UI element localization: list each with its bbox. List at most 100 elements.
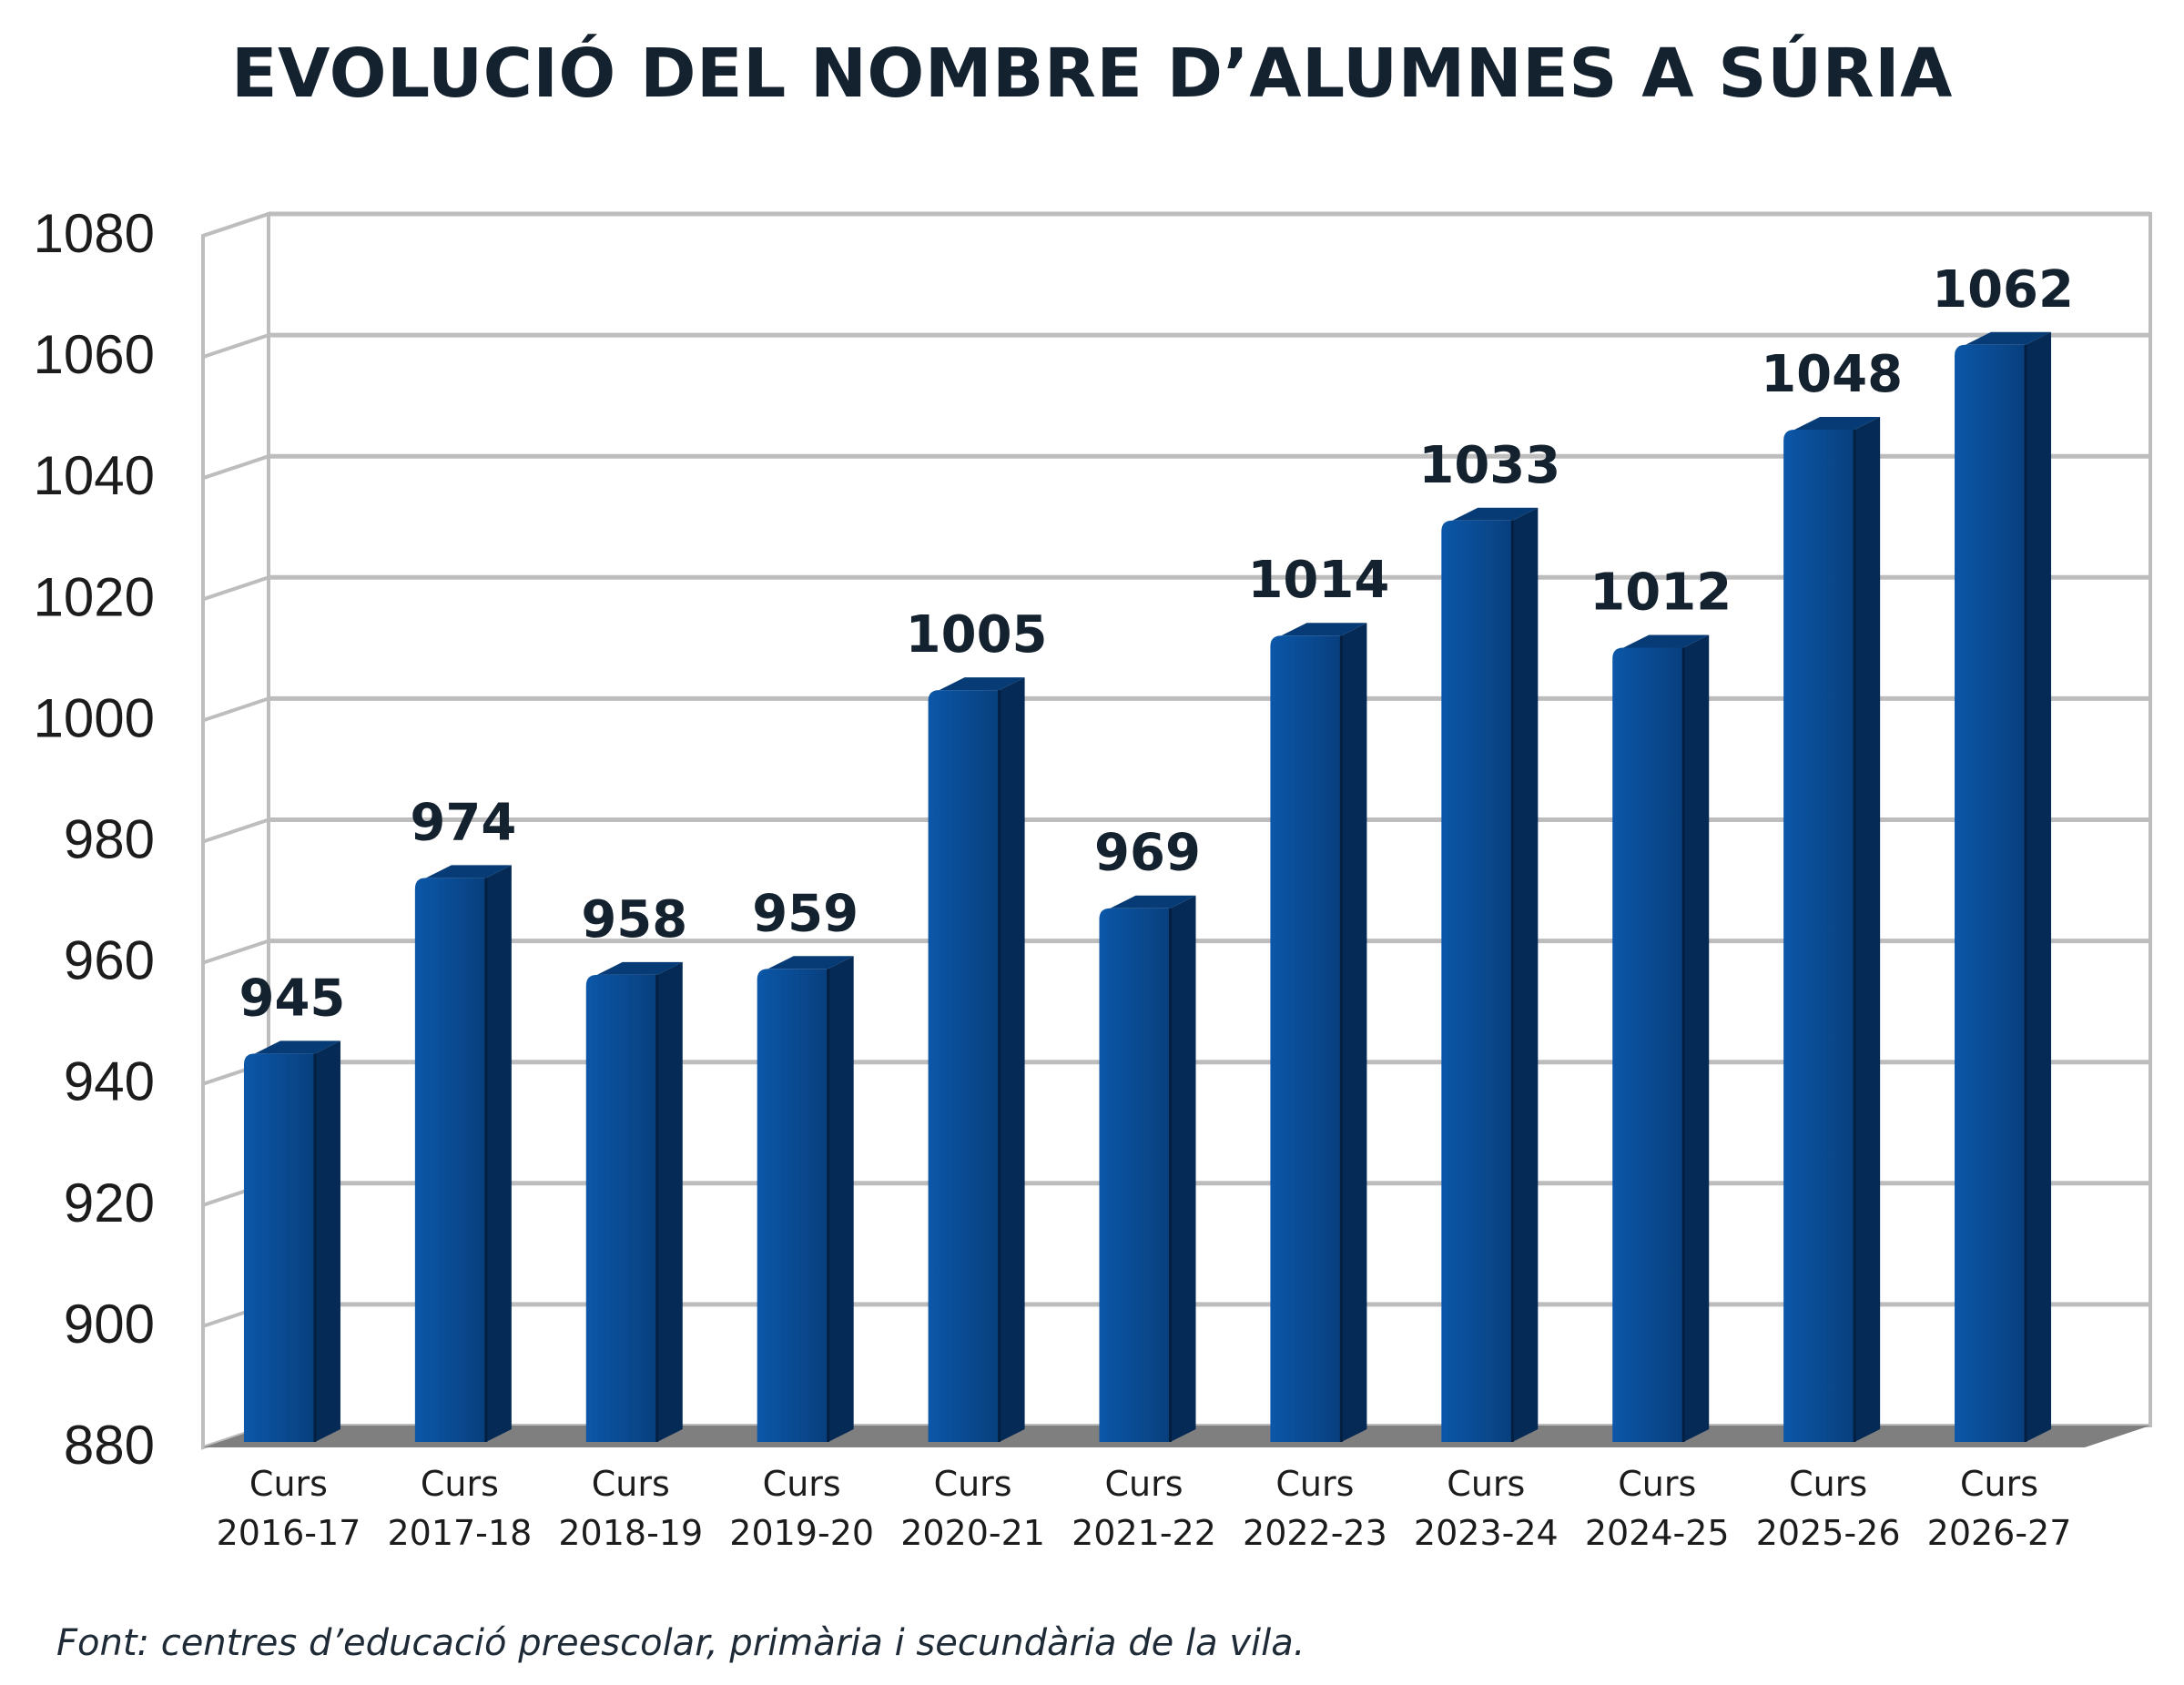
y-tick-label: 1060: [34, 324, 155, 385]
bar-top: [1623, 634, 1710, 648]
x-tick-label: Curs: [421, 1464, 499, 1504]
y-tick-label: 880: [64, 1415, 155, 1476]
bar: [928, 677, 1025, 1442]
bar-top: [1452, 507, 1539, 521]
data-label: 1048: [1761, 345, 1903, 404]
bar: [1955, 331, 2052, 1442]
bar: [1783, 416, 1881, 1443]
bar-top: [1110, 895, 1196, 908]
data-label: 1014: [1247, 551, 1389, 610]
bar: [585, 961, 683, 1442]
bar-side: [828, 956, 854, 1442]
bar: [757, 956, 854, 1442]
bar-side: [2026, 331, 2052, 1442]
bar-front: [243, 1053, 315, 1442]
x-tick-label: 2020-21: [900, 1513, 1045, 1553]
x-tick-label: 2025-26: [1756, 1513, 1901, 1553]
bar-side: [1341, 623, 1367, 1442]
bar-top: [254, 1040, 340, 1054]
x-tick-label: Curs: [592, 1464, 670, 1504]
data-label: 969: [1094, 824, 1201, 883]
y-tick-label: 980: [64, 809, 155, 870]
gridline-side: [202, 212, 269, 238]
data-label: 959: [752, 884, 858, 943]
gridline-side: [202, 939, 269, 965]
bar: [1099, 895, 1196, 1442]
y-tick-label: 900: [64, 1294, 155, 1355]
x-tick-label: Curs: [1789, 1464, 1867, 1504]
bar-front: [1099, 908, 1171, 1442]
bar-front: [1612, 647, 1684, 1442]
gridline-side: [202, 575, 269, 602]
bar-top: [1794, 416, 1881, 430]
bar-top: [767, 956, 854, 969]
data-label: 945: [239, 969, 346, 1028]
x-tick-label: Curs: [934, 1464, 1012, 1504]
data-label: 1005: [906, 605, 1048, 665]
bar-top: [939, 677, 1025, 691]
y-tick-label: 1020: [34, 566, 155, 627]
x-tick-label: Curs: [1618, 1464, 1696, 1504]
bar-side: [656, 961, 683, 1442]
x-tick-label: 2021-22: [1072, 1513, 1216, 1553]
x-tick-label: 2024-25: [1585, 1513, 1730, 1553]
bar-side: [1683, 634, 1710, 1442]
gridline-side: [202, 333, 269, 359]
x-tick-label: Curs: [1104, 1464, 1183, 1504]
y-tick-label: 920: [64, 1172, 155, 1233]
x-tick-label: 2017-18: [387, 1513, 532, 1553]
bar-front: [757, 969, 828, 1442]
x-tick-label: Curs: [1275, 1464, 1354, 1504]
bar: [1612, 634, 1710, 1442]
data-label: 1033: [1418, 436, 1560, 495]
gridline-side: [202, 696, 269, 723]
y-tick-label: 960: [64, 930, 155, 991]
x-tick-label: 2026-27: [1927, 1513, 2072, 1553]
x-tick-label: Curs: [249, 1464, 328, 1504]
bar-side: [1854, 416, 1881, 1443]
x-tick-label: Curs: [763, 1464, 841, 1504]
bar-side: [999, 677, 1025, 1442]
bar: [1441, 507, 1539, 1443]
data-label: 958: [581, 890, 687, 949]
data-label: 974: [410, 793, 516, 852]
bar-front: [928, 690, 1000, 1442]
data-label: 1012: [1590, 563, 1732, 623]
bar-front: [414, 878, 486, 1442]
bar-side: [314, 1040, 340, 1442]
bar-side: [1170, 895, 1196, 1442]
bar: [1270, 623, 1367, 1442]
x-tick-label: 2023-24: [1414, 1513, 1559, 1553]
chart-title: EVOLUCIÓ DEL NOMBRE D’ALUMNES A SÚRIA: [231, 35, 1953, 113]
data-label: 1062: [1932, 260, 2074, 320]
data-labels: 945 974 958 959 1005 969 1014 1033 1012 1048 1062: [239, 260, 2074, 1029]
y-tick-label: 1080: [34, 203, 155, 264]
bar-front: [1783, 429, 1855, 1443]
bar-top: [596, 961, 683, 975]
x-tick-label: 2022-23: [1243, 1513, 1387, 1553]
bar-front: [1955, 344, 2027, 1442]
x-tick-label: 2019-20: [729, 1513, 874, 1553]
bar-front: [1270, 635, 1342, 1442]
y-axis-tick-labels: 880 900 920 940 960 980 1000 1020 1040 1060 1080: [34, 203, 155, 1476]
bar-side: [485, 865, 512, 1442]
bar: [414, 865, 512, 1442]
bar: [243, 1040, 340, 1442]
bar-side: [1512, 507, 1539, 1443]
bar-top: [1966, 331, 2052, 345]
y-tick-label: 1040: [34, 445, 155, 506]
x-tick-label: 2018-19: [558, 1513, 703, 1553]
x-tick-label: Curs: [1447, 1464, 1525, 1504]
gridline-side: [202, 454, 269, 481]
x-tick-label: Curs: [1960, 1464, 2038, 1504]
bar-front: [585, 974, 657, 1442]
bar-front: [1441, 520, 1513, 1442]
y-tick-label: 940: [64, 1051, 155, 1112]
bar-series: [243, 331, 2052, 1443]
x-axis-tick-labels: Curs 2016-17 Curs 2017-18 Curs 2018-19 Curs 201…: [217, 1464, 2072, 1553]
x-tick-label: 2016-17: [217, 1513, 361, 1553]
gridline-side: [202, 817, 269, 844]
bar-top: [1281, 623, 1367, 636]
source-note: Font: centres d’educació preescolar, pri…: [56, 1622, 1305, 1664]
